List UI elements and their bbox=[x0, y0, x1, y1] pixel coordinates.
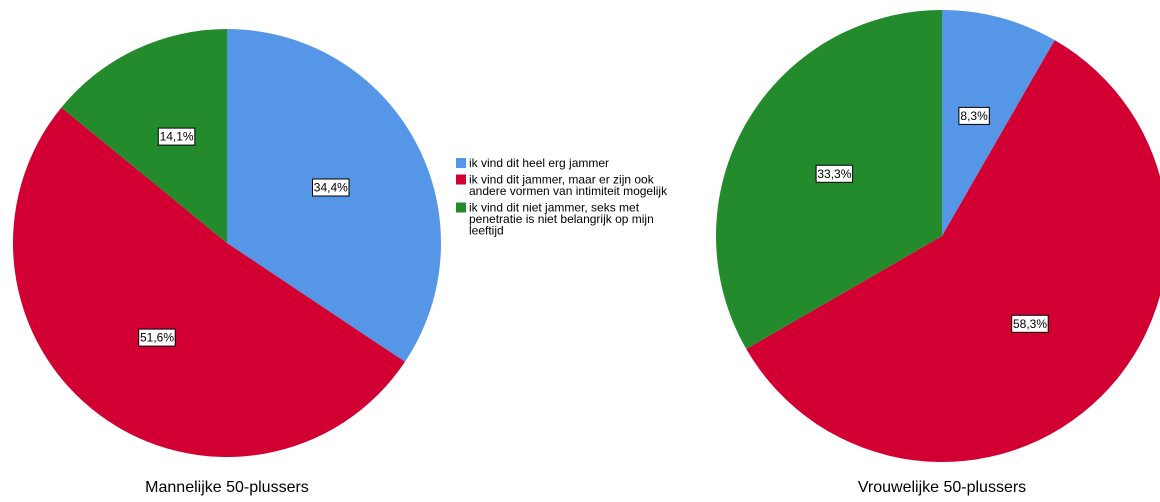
mannelijke-data-label-2: 51,6% bbox=[140, 331, 174, 345]
legend-label-3-line-1: ik vind dit niet jammer, seks met bbox=[469, 201, 640, 215]
vrouwelijke-data-label-box-3 bbox=[815, 164, 854, 183]
mannelijke-data-label-box-2 bbox=[138, 328, 176, 347]
mannelijke-data-label-box-3 bbox=[157, 127, 196, 146]
mannelijke-slice-2 bbox=[12, 107, 406, 458]
pie-chart-vrouwelijke: 8,3% 58,3% 33,3% bbox=[716, 10, 1160, 462]
legend-label-2-line-1: ik vind dit jammer, maar er zijn ook bbox=[469, 173, 655, 187]
mannelijke-data-label-3: 14,1% bbox=[160, 130, 194, 144]
legend-label-2-line-2: andere vormen van intimiteit mogelijk bbox=[469, 184, 668, 198]
vrouwelijke-slice-1 bbox=[942, 10, 1055, 236]
legend-label-1-line-1: ik vind dit heel erg jammer bbox=[469, 156, 609, 170]
legend-label-3-line-3: leeftijd bbox=[469, 224, 504, 238]
caption-vrouwelijke: Vrouwelijke 50-plussers bbox=[858, 479, 1026, 496]
vrouwelijke-data-label-1: 8,3% bbox=[960, 109, 988, 123]
vrouwelijke-data-label-3: 33,3% bbox=[817, 167, 851, 181]
mannelijke-data-label-1: 34,4% bbox=[314, 181, 348, 195]
vrouwelijke-data-label-box-2 bbox=[1011, 314, 1049, 333]
legend-swatch-2 bbox=[456, 174, 466, 185]
legend-swatch-1 bbox=[456, 158, 466, 168]
pie-chart-mannelijke: 34,4% 51,6% 14,1% bbox=[12, 29, 441, 458]
vrouwelijke-slice-2 bbox=[746, 40, 1160, 462]
vrouwelijke-data-label-2: 58,3% bbox=[1013, 317, 1047, 331]
legend-swatch-3 bbox=[456, 202, 466, 213]
caption-mannelijke: Mannelijke 50-plussers bbox=[145, 479, 309, 496]
legend: ik vind dit heel erg jammer ik vind dit j… bbox=[456, 156, 668, 238]
mannelijke-data-label-box-1 bbox=[312, 178, 350, 197]
mannelijke-slice-3 bbox=[61, 29, 227, 243]
vrouwelijke-data-label-box-1 bbox=[958, 106, 990, 125]
legend-label-3-line-2: penetratie is niet belangrijk op mijn bbox=[469, 212, 654, 226]
